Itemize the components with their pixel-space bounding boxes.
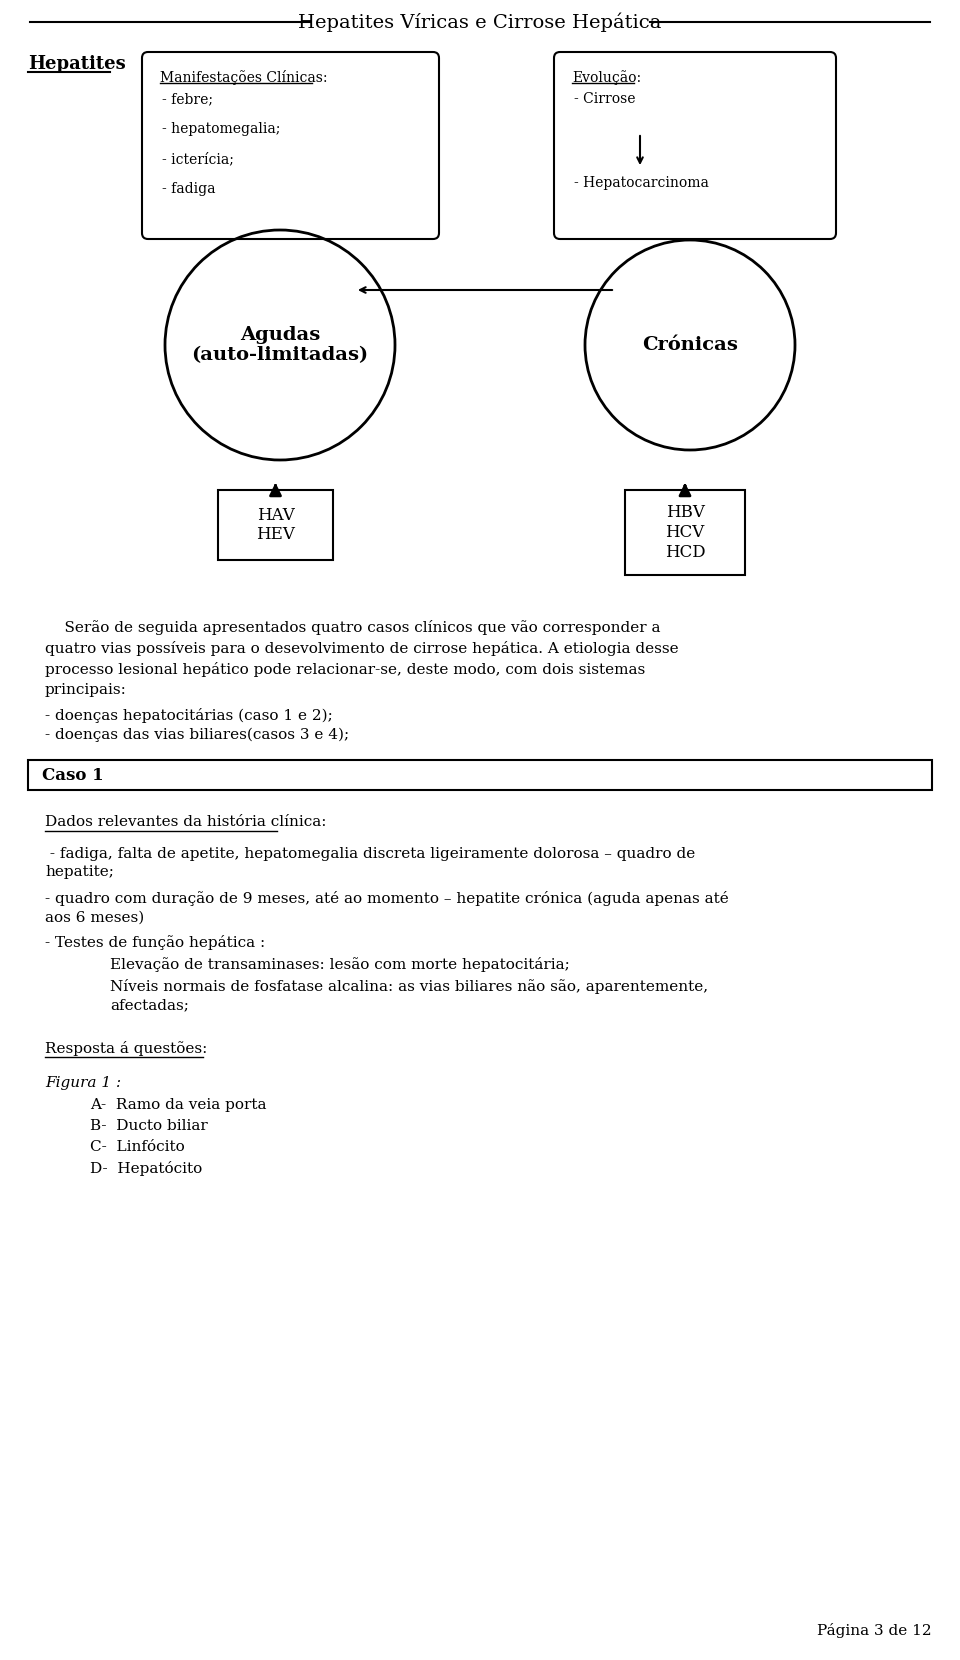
Text: - febre;: - febre; xyxy=(162,91,213,106)
Text: HAV
HEV: HAV HEV xyxy=(256,506,295,543)
Text: B-  Ducto biliar: B- Ducto biliar xyxy=(90,1119,207,1134)
FancyBboxPatch shape xyxy=(142,51,439,239)
Text: Serão de seguida apresentados quatro casos clínicos que vão corresponder a
quatr: Serão de seguida apresentados quatro cas… xyxy=(45,619,679,697)
Text: Hepatites Víricas e Cirrose Hepática: Hepatites Víricas e Cirrose Hepática xyxy=(299,12,661,32)
Text: - doenças hepatocitárias (caso 1 e 2);: - doenças hepatocitárias (caso 1 e 2); xyxy=(45,709,333,724)
Text: Página 3 de 12: Página 3 de 12 xyxy=(817,1623,932,1638)
Text: - doenças das vias biliares(casos 3 e 4);: - doenças das vias biliares(casos 3 e 4)… xyxy=(45,729,349,742)
Text: Crónicas: Crónicas xyxy=(642,335,738,354)
FancyBboxPatch shape xyxy=(625,490,745,574)
FancyBboxPatch shape xyxy=(218,490,333,559)
Text: Figura 1 :: Figura 1 : xyxy=(45,1076,121,1091)
Text: - Hepatocarcinoma: - Hepatocarcinoma xyxy=(574,176,708,189)
FancyBboxPatch shape xyxy=(554,51,836,239)
Text: - icterícia;: - icterícia; xyxy=(162,153,234,166)
Text: C-  Linfócito: C- Linfócito xyxy=(90,1140,184,1154)
Text: Elevação de transaminases: lesão com morte hepatocitária;: Elevação de transaminases: lesão com mor… xyxy=(110,958,569,973)
Text: - Cirrose: - Cirrose xyxy=(574,91,636,106)
Text: Agudas
(auto-limitadas): Agudas (auto-limitadas) xyxy=(191,325,369,365)
Text: Evolução:: Evolução: xyxy=(572,70,641,85)
Text: - fadiga, falta de apetite, hepatomegalia discreta ligeiramente dolorosa – quadr: - fadiga, falta de apetite, hepatomegali… xyxy=(45,847,695,880)
Text: Dados relevantes da história clínica:: Dados relevantes da história clínica: xyxy=(45,815,326,828)
Text: D-  Hepatócito: D- Hepatócito xyxy=(90,1160,203,1175)
Text: Níveis normais de fosfatase alcalina: as vias biliares não são, aparentemente,
a: Níveis normais de fosfatase alcalina: as… xyxy=(110,979,708,1013)
Bar xyxy=(28,760,932,790)
Text: Manifestações Clínicas:: Manifestações Clínicas: xyxy=(160,70,327,85)
Text: Caso 1: Caso 1 xyxy=(42,767,104,784)
Text: Hepatites: Hepatites xyxy=(28,55,126,73)
Text: Resposta á questões:: Resposta á questões: xyxy=(45,1041,207,1056)
Text: - fadiga: - fadiga xyxy=(162,183,215,196)
Text: - quadro com duração de 9 meses, até ao momento – hepatite crónica (aguda apenas: - quadro com duração de 9 meses, até ao … xyxy=(45,891,729,925)
Text: HBV
HCV
HCD: HBV HCV HCD xyxy=(664,505,706,561)
Text: - hepatomegalia;: - hepatomegalia; xyxy=(162,121,280,136)
Text: - Testes de função hepática :: - Testes de função hepática : xyxy=(45,935,265,950)
Text: A-  Ramo da veia porta: A- Ramo da veia porta xyxy=(90,1097,267,1112)
